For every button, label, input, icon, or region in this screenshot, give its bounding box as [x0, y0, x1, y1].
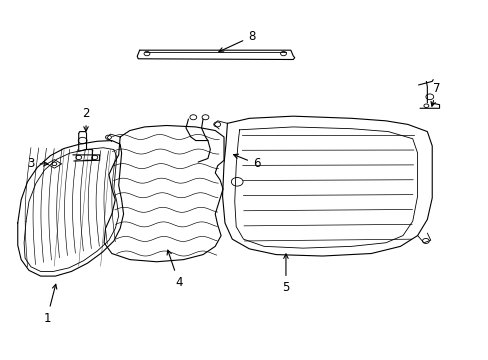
Text: 1: 1 — [43, 284, 57, 325]
Text: 4: 4 — [167, 250, 182, 289]
Text: 2: 2 — [82, 107, 90, 131]
Text: 5: 5 — [282, 254, 289, 294]
Text: 7: 7 — [430, 82, 440, 106]
Text: 8: 8 — [219, 30, 255, 52]
Text: 3: 3 — [27, 157, 48, 170]
Text: 6: 6 — [233, 154, 260, 170]
